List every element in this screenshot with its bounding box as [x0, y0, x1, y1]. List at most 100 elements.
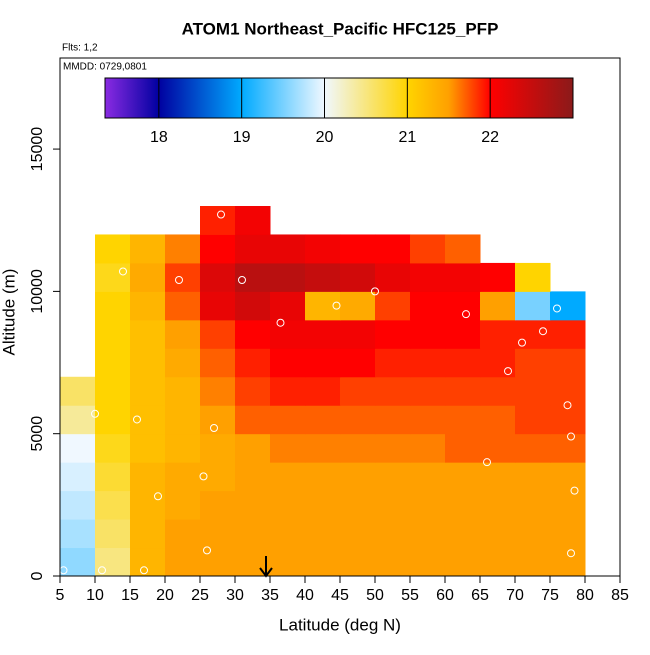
heat-cell	[130, 405, 166, 435]
heat-cell	[480, 291, 516, 321]
heat-cell	[60, 519, 96, 549]
heat-cell	[480, 376, 516, 406]
heat-cell	[340, 405, 376, 435]
heat-cell	[340, 547, 376, 577]
heat-cell	[410, 433, 446, 463]
annotation: MMDD: 0729,0801	[63, 62, 147, 73]
heat-cell	[550, 319, 586, 349]
heat-cell	[515, 547, 551, 577]
heat-cell	[445, 405, 481, 435]
heat-cell	[235, 405, 271, 435]
heat-cell	[270, 376, 306, 406]
heat-cell	[130, 519, 166, 549]
heat-cell	[130, 319, 166, 349]
heat-cell	[165, 433, 201, 463]
x-tick-label: 15	[121, 587, 139, 604]
heat-cell	[165, 376, 201, 406]
sample-point	[175, 276, 183, 284]
heat-cell	[480, 405, 516, 435]
sample-point	[371, 287, 379, 296]
sample-point	[483, 458, 491, 467]
heat-cell	[515, 262, 551, 292]
heat-cell	[480, 490, 516, 520]
heat-cell	[130, 490, 166, 520]
heat-cell	[130, 462, 166, 492]
heat-cell	[200, 405, 236, 435]
x-tick-label: 35	[261, 587, 279, 604]
sample-point	[203, 546, 211, 555]
heat-cell	[375, 405, 411, 435]
heat-cell	[550, 348, 586, 378]
heat-cell	[305, 348, 341, 378]
x-tick-label: 75	[541, 587, 559, 604]
heat-cell	[270, 348, 306, 378]
colorbar-tick-label: 22	[481, 129, 499, 146]
heat-cell	[305, 291, 341, 321]
y-axis-label: Altitude (m)	[0, 269, 18, 356]
sample-point	[563, 401, 572, 410]
heat-cell	[130, 348, 166, 378]
sample-point	[119, 267, 127, 276]
heat-cell	[200, 433, 236, 463]
sample-point	[238, 276, 246, 284]
heat-cell	[235, 291, 271, 321]
heat-cell	[165, 547, 201, 577]
x-tick-label: 70	[506, 587, 524, 604]
heat-cell	[60, 462, 96, 492]
heat-cell	[445, 234, 481, 264]
heat-cell	[480, 262, 516, 292]
heat-cell	[410, 376, 446, 406]
heat-cell	[200, 234, 236, 264]
heat-cell	[550, 405, 586, 435]
heat-cell	[235, 433, 271, 463]
heat-cell	[165, 262, 201, 292]
heat-cell	[375, 490, 411, 520]
sample-point	[199, 472, 208, 481]
sample-point	[518, 338, 526, 347]
heat-cell	[410, 490, 446, 520]
colorbar-tick-label: 19	[233, 129, 251, 146]
heat-cell	[95, 348, 131, 378]
heat-cell	[95, 376, 131, 406]
heat-cell	[375, 547, 411, 577]
x-tick-label: 30	[226, 587, 244, 604]
colorbar-tick-label: 20	[316, 129, 334, 146]
heat-cell	[270, 490, 306, 520]
heat-cell	[340, 462, 376, 492]
sample-point	[553, 304, 561, 313]
x-tick-label: 5	[56, 587, 65, 604]
heat-cell	[235, 462, 271, 492]
heat-cell	[340, 376, 376, 406]
heat-cell	[515, 519, 551, 549]
heat-cell	[340, 291, 376, 321]
heat-cell	[200, 519, 236, 549]
heat-cell	[550, 519, 586, 549]
heat-cell	[410, 234, 446, 264]
x-axis-label: Latitude (deg N)	[279, 615, 401, 634]
heat-cell	[410, 319, 446, 349]
heat-cell	[60, 376, 96, 406]
heat-cell	[95, 291, 131, 321]
heat-cell	[270, 319, 306, 349]
heat-cell	[515, 405, 551, 435]
chart-title: ATOM1 Northeast_Pacific HFC125_PFP	[182, 19, 499, 38]
colorbar: 18 19 20 21 22	[104, 77, 574, 146]
sample-point	[276, 318, 285, 327]
x-tick-label: 60	[436, 587, 454, 604]
heat-cell	[235, 348, 271, 378]
heat-cell	[200, 291, 236, 321]
heat-cell	[375, 319, 411, 349]
heat-cell	[235, 547, 271, 577]
heat-cell	[305, 405, 341, 435]
heat-cell	[550, 490, 586, 520]
heat-cell	[375, 462, 411, 492]
heat-cell	[165, 490, 201, 520]
sample-point	[217, 210, 225, 219]
heat-cell	[305, 319, 341, 349]
heat-cell	[95, 433, 131, 463]
heat-cell	[270, 262, 306, 292]
heat-cell	[235, 262, 271, 292]
heat-cell	[235, 319, 271, 349]
heat-cell	[305, 547, 341, 577]
heat-cell	[515, 433, 551, 463]
